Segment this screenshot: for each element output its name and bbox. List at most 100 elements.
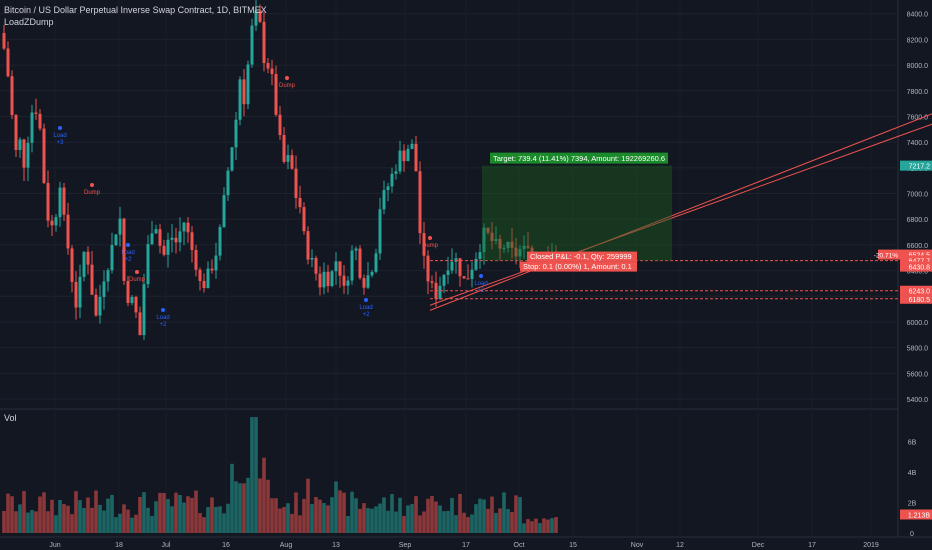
volume-bar bbox=[262, 457, 266, 533]
price-badge-label: 6430.8 bbox=[909, 265, 931, 272]
volume-bar bbox=[250, 417, 254, 533]
volume-bar bbox=[486, 508, 490, 533]
volume-bar bbox=[522, 523, 526, 533]
candle-body bbox=[54, 217, 58, 226]
candle-body bbox=[486, 227, 490, 233]
volume-bar bbox=[510, 512, 514, 533]
candle-body bbox=[430, 281, 434, 283]
volume-bar bbox=[514, 495, 518, 533]
dump-signal-label: Dump bbox=[422, 243, 439, 249]
candle-body bbox=[18, 139, 22, 150]
volume-bar bbox=[254, 417, 258, 533]
time-tick-label: 17 bbox=[462, 542, 470, 549]
volume-bar bbox=[406, 505, 410, 533]
candle-body bbox=[90, 264, 94, 295]
volume-badge-label: 1.213B bbox=[908, 512, 931, 519]
volume-bar bbox=[202, 517, 206, 533]
candle-body bbox=[210, 268, 214, 271]
candle-body bbox=[310, 258, 314, 260]
load-signal-label: Load bbox=[474, 281, 487, 287]
volume-bar bbox=[394, 511, 398, 533]
candle-body bbox=[258, 10, 262, 22]
candle-body bbox=[414, 143, 418, 172]
long-position-stop-box bbox=[520, 261, 637, 272]
candle-body bbox=[202, 280, 206, 289]
candle-body bbox=[142, 284, 146, 336]
time-tick-label: 16 bbox=[222, 542, 230, 549]
candle-body bbox=[226, 170, 230, 196]
volume-bar bbox=[498, 508, 502, 533]
volume-bar bbox=[238, 483, 242, 533]
candle-body bbox=[98, 296, 102, 316]
candle-body bbox=[442, 274, 446, 286]
candle-body bbox=[86, 251, 90, 265]
candle-body bbox=[66, 214, 70, 249]
load-signal-label: Load bbox=[121, 250, 134, 256]
candle-body bbox=[150, 233, 154, 245]
volume-bar bbox=[58, 499, 62, 533]
candle-body bbox=[14, 115, 18, 150]
candle-body bbox=[466, 278, 470, 280]
candle-body bbox=[438, 285, 442, 299]
candle-body bbox=[162, 245, 166, 255]
volume-bar bbox=[266, 479, 270, 533]
candle-body bbox=[482, 227, 486, 253]
candle-body bbox=[450, 261, 454, 271]
candle-body bbox=[502, 247, 506, 249]
candle-body bbox=[262, 21, 266, 64]
candle-body bbox=[346, 280, 350, 286]
candle-body bbox=[246, 64, 250, 105]
price-tick-label: 5600.0 bbox=[907, 371, 929, 378]
price-badge bbox=[900, 261, 932, 272]
volume-bar bbox=[346, 516, 350, 533]
candle-body bbox=[354, 248, 358, 251]
volume-bar bbox=[26, 512, 30, 533]
volume-bar bbox=[526, 519, 530, 533]
volume-tick-label: 2B bbox=[908, 500, 917, 507]
volume-bar bbox=[318, 499, 322, 533]
time-tick-label: 2019 bbox=[863, 542, 879, 549]
dump-signal-marker bbox=[285, 76, 289, 80]
candle-body bbox=[110, 244, 114, 271]
candle-body bbox=[386, 186, 390, 191]
volume-bar bbox=[66, 505, 70, 533]
candle-body bbox=[410, 143, 414, 149]
volume-bar bbox=[362, 503, 366, 533]
price-tick-label: 8000.0 bbox=[907, 63, 929, 70]
volume-bar bbox=[330, 497, 334, 533]
time-tick-label: Aug bbox=[280, 542, 293, 549]
candle-body bbox=[182, 222, 186, 232]
load-signal-label: Load bbox=[359, 305, 372, 311]
candle-body bbox=[290, 155, 294, 169]
candles bbox=[2, 0, 558, 340]
volume-bar bbox=[338, 490, 342, 533]
volume-bar bbox=[22, 491, 26, 533]
volume-bar bbox=[430, 496, 434, 533]
volume-bar bbox=[182, 502, 186, 533]
volume-bar bbox=[314, 497, 318, 533]
volume-bar bbox=[282, 507, 286, 533]
candle-body bbox=[418, 171, 422, 234]
long-position-stop-label: Stop: 0.1 (0.00%) 1, Amount: 0.1 bbox=[523, 262, 632, 271]
candle-body bbox=[138, 312, 142, 336]
time-tick-label: Nov bbox=[631, 542, 644, 549]
volume-bar bbox=[86, 497, 90, 533]
price-tick-label: 5400.0 bbox=[907, 397, 929, 404]
candle-body bbox=[326, 271, 330, 286]
volume-bar bbox=[502, 492, 506, 533]
volume-bar bbox=[218, 506, 222, 533]
volume-bar bbox=[234, 481, 238, 533]
price-badge-label: 7217.2 bbox=[909, 164, 931, 171]
volume-bar bbox=[106, 498, 110, 533]
volume-bar bbox=[450, 497, 454, 533]
volume-bar bbox=[42, 492, 46, 533]
candle-body bbox=[82, 251, 86, 277]
candle-body bbox=[278, 114, 282, 136]
candle-body bbox=[158, 229, 162, 246]
candle-body bbox=[426, 255, 430, 282]
dump-signal-label: Dump bbox=[129, 277, 146, 283]
candle-body bbox=[374, 253, 378, 272]
load-signal-count: +2 bbox=[125, 257, 133, 263]
volume-bar bbox=[538, 523, 542, 533]
